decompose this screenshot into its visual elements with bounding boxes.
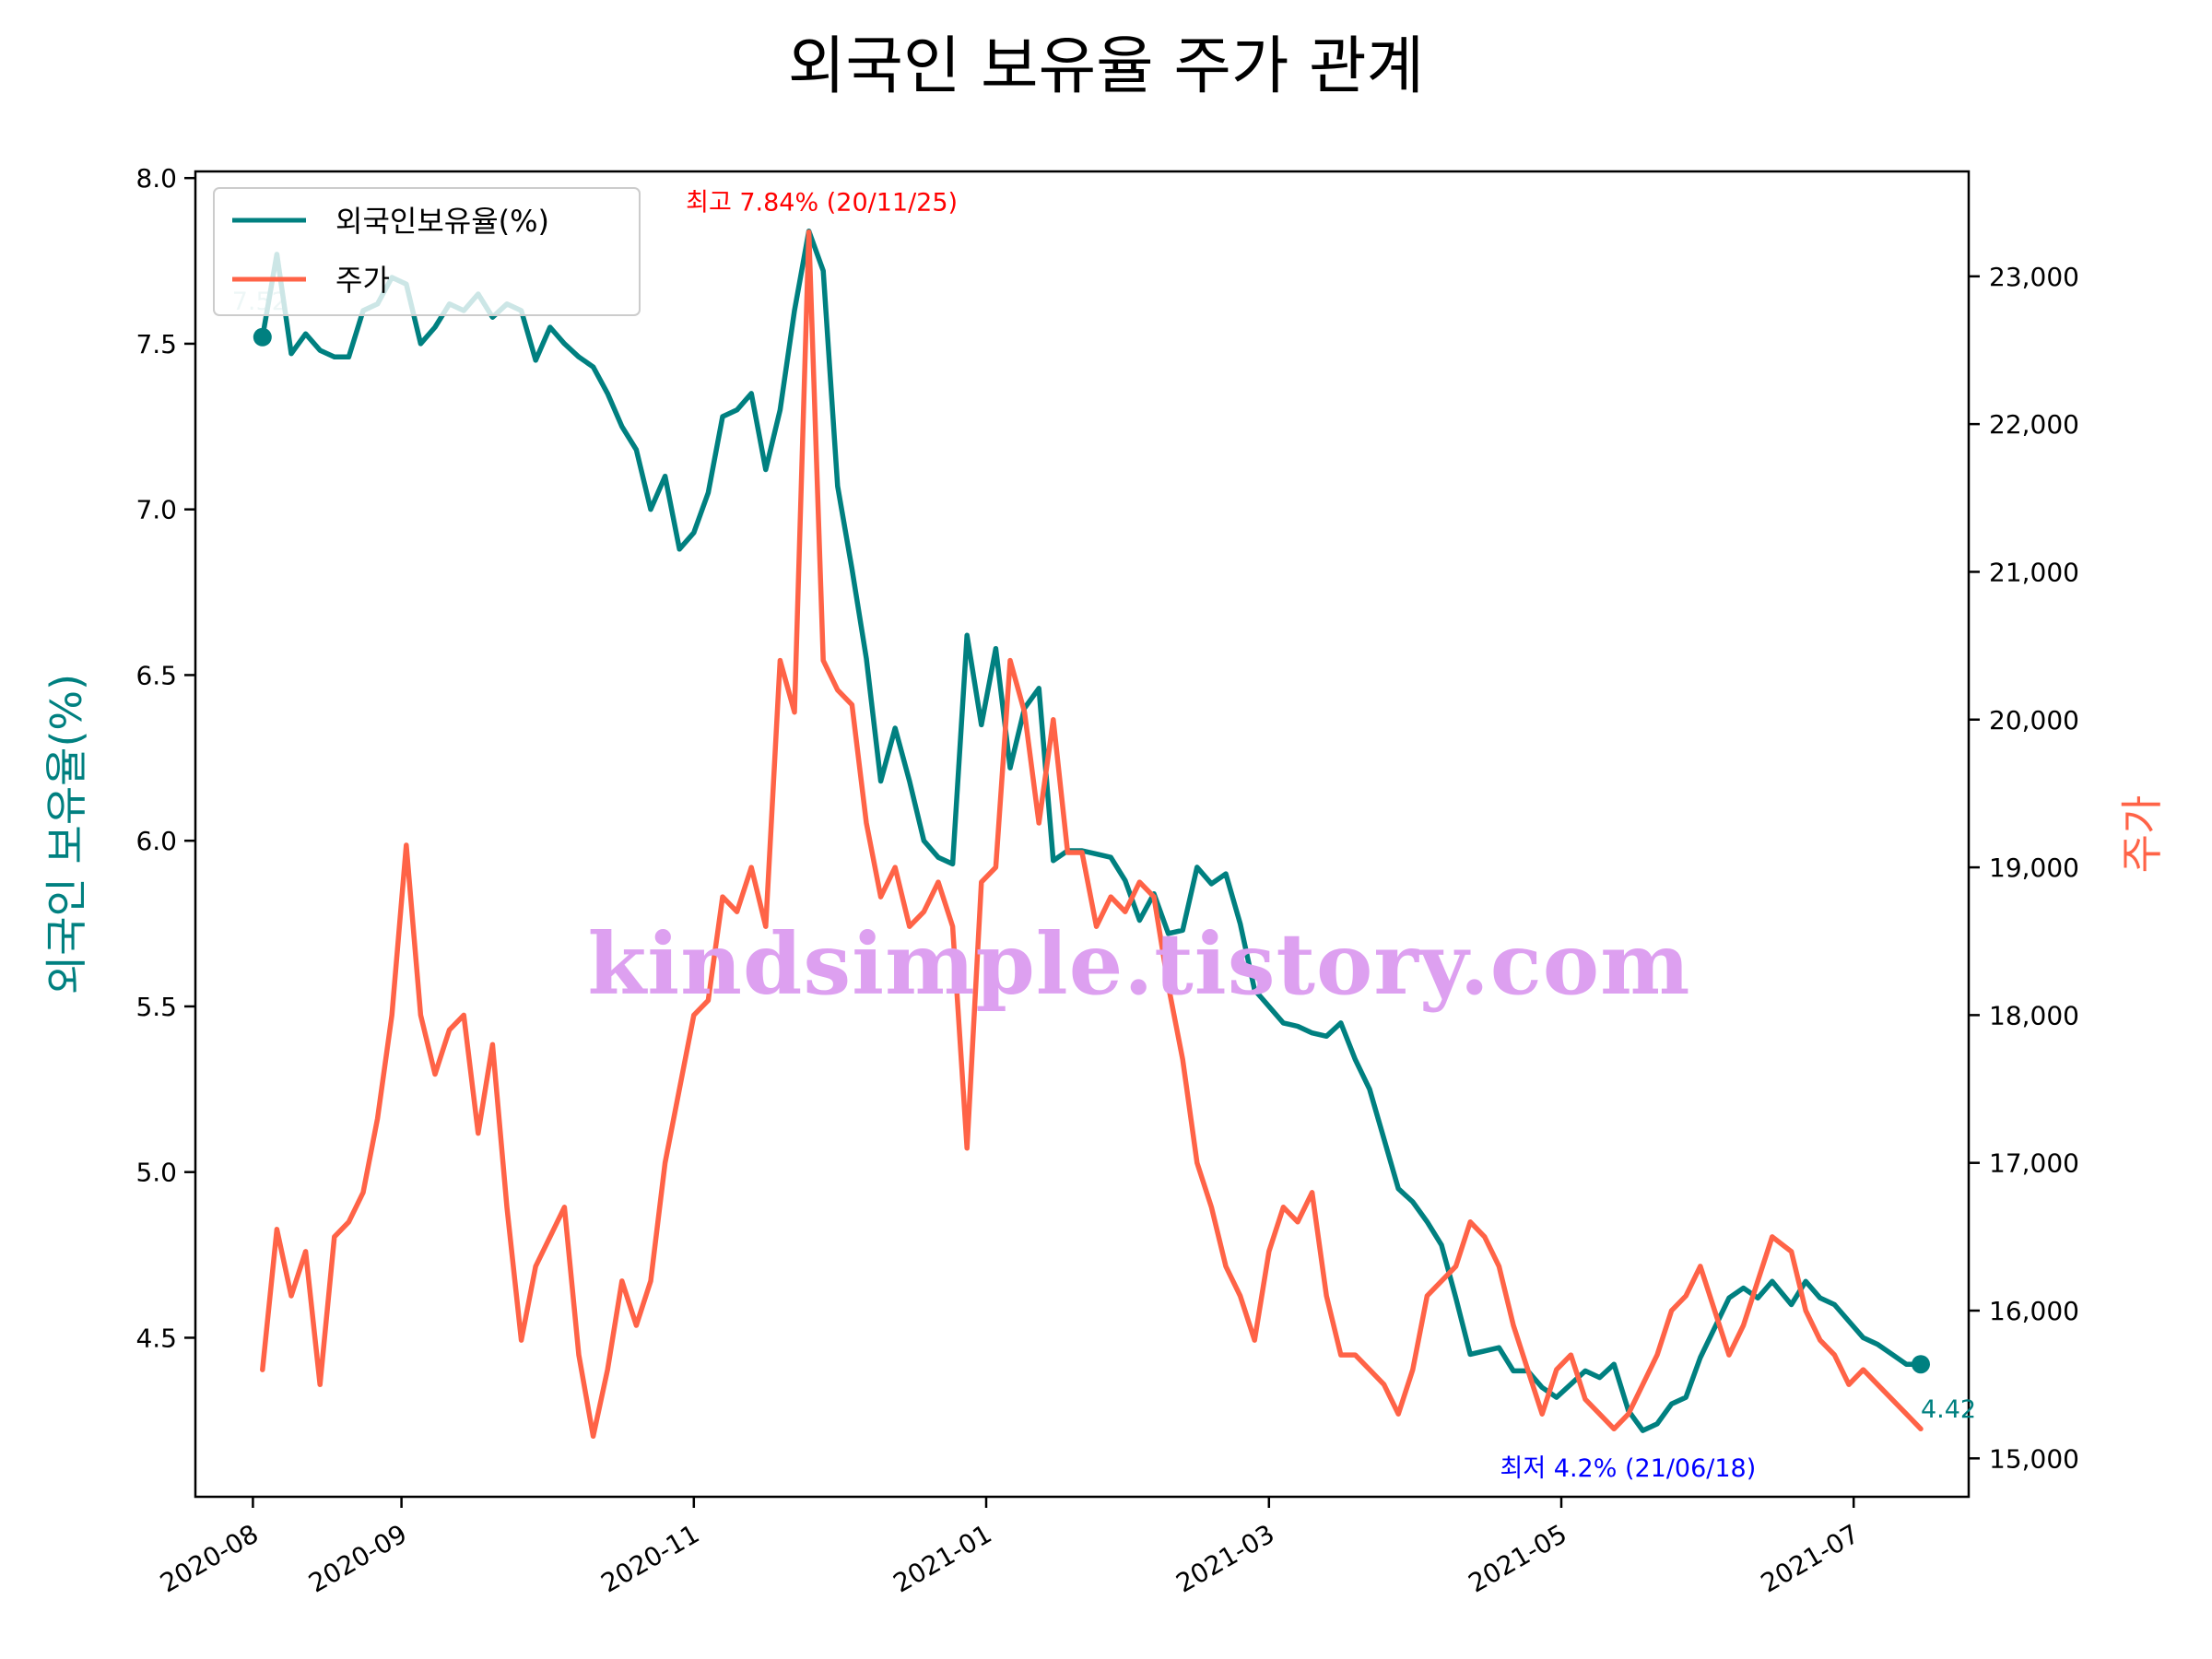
start-point-marker — [253, 327, 272, 347]
x-tick-label: 2021-03 — [1171, 1518, 1279, 1598]
y-axis-left-ticks: 4.5 5.0 5.5 6.0 6.5 7.0 7.5 8.0 — [135, 163, 195, 1353]
y-left-tick-label: 5.5 — [135, 992, 177, 1022]
y-right-tick-label: 19,000 — [1989, 853, 2079, 883]
y-left-tick-label: 6.5 — [135, 660, 177, 690]
y-left-tick-label: 5.0 — [135, 1158, 177, 1188]
plot-frame — [194, 170, 1971, 1499]
watermark: kindsimple.tistory.com — [587, 914, 1690, 1014]
y-axis-left-label: 외국인 보유율(%) — [41, 674, 91, 994]
x-tick-label: 2020-11 — [595, 1518, 704, 1598]
end-value-annotation: 4.42 — [1921, 1395, 1976, 1424]
legend-label-price: 주가 — [335, 263, 390, 298]
x-tick-label: 2021-05 — [1464, 1518, 1572, 1598]
chart-title: 외국인 보유율 주가 관계 — [788, 30, 1424, 103]
y-left-tick-label: 6.0 — [135, 826, 177, 856]
x-axis-ticks: 2020-08 2020-09 2020-11 2021-01 2021-03 2021-… — [155, 1497, 1865, 1599]
end-point-marker — [1912, 1355, 1930, 1374]
legend: 외국인보유율(%) 주가 — [213, 187, 641, 316]
x-tick-label: 2020-08 — [155, 1518, 264, 1598]
y-right-tick-label: 23,000 — [1989, 262, 2079, 292]
y-right-tick-label: 20,000 — [1989, 705, 2079, 735]
x-tick-label: 2021-01 — [888, 1518, 997, 1598]
series-layer — [260, 228, 1924, 1440]
y-axis-right-label: 주가 — [2117, 795, 2167, 874]
x-tick-label: 2021-07 — [1756, 1518, 1865, 1598]
legend-box — [213, 187, 641, 316]
y-left-tick-label: 7.0 — [135, 495, 177, 525]
y-right-tick-label: 17,000 — [1989, 1148, 2079, 1179]
min-annotation: 최저 4.2% (21/06/18) — [1500, 1454, 1757, 1483]
series-line-price — [260, 229, 1924, 1440]
annotation-layer: 최고 7.84% (20/11/25)최저 4.2% (21/06/18)7.5… — [232, 189, 1976, 1483]
y-left-tick-label: 4.5 — [135, 1323, 177, 1353]
series-line-holding — [260, 228, 1924, 1433]
y-right-tick-label: 18,000 — [1989, 1000, 2079, 1030]
y-right-tick-label: 21,000 — [1989, 557, 2079, 587]
y-left-tick-label: 7.5 — [135, 329, 177, 359]
legend-label-holding: 외국인보유율(%) — [335, 204, 549, 239]
x-tick-label: 2020-09 — [303, 1518, 412, 1598]
y-axis-right-ticks: 15,000 16,000 17,000 18,000 19,000 20,000 21,0… — [1969, 262, 2079, 1474]
y-right-tick-label: 16,000 — [1989, 1296, 2079, 1326]
max-annotation: 최고 7.84% (20/11/25) — [686, 189, 958, 218]
y-left-tick-label: 8.0 — [135, 163, 177, 194]
y-right-tick-label: 22,000 — [1989, 409, 2079, 440]
y-right-tick-label: 15,000 — [1989, 1443, 2079, 1474]
